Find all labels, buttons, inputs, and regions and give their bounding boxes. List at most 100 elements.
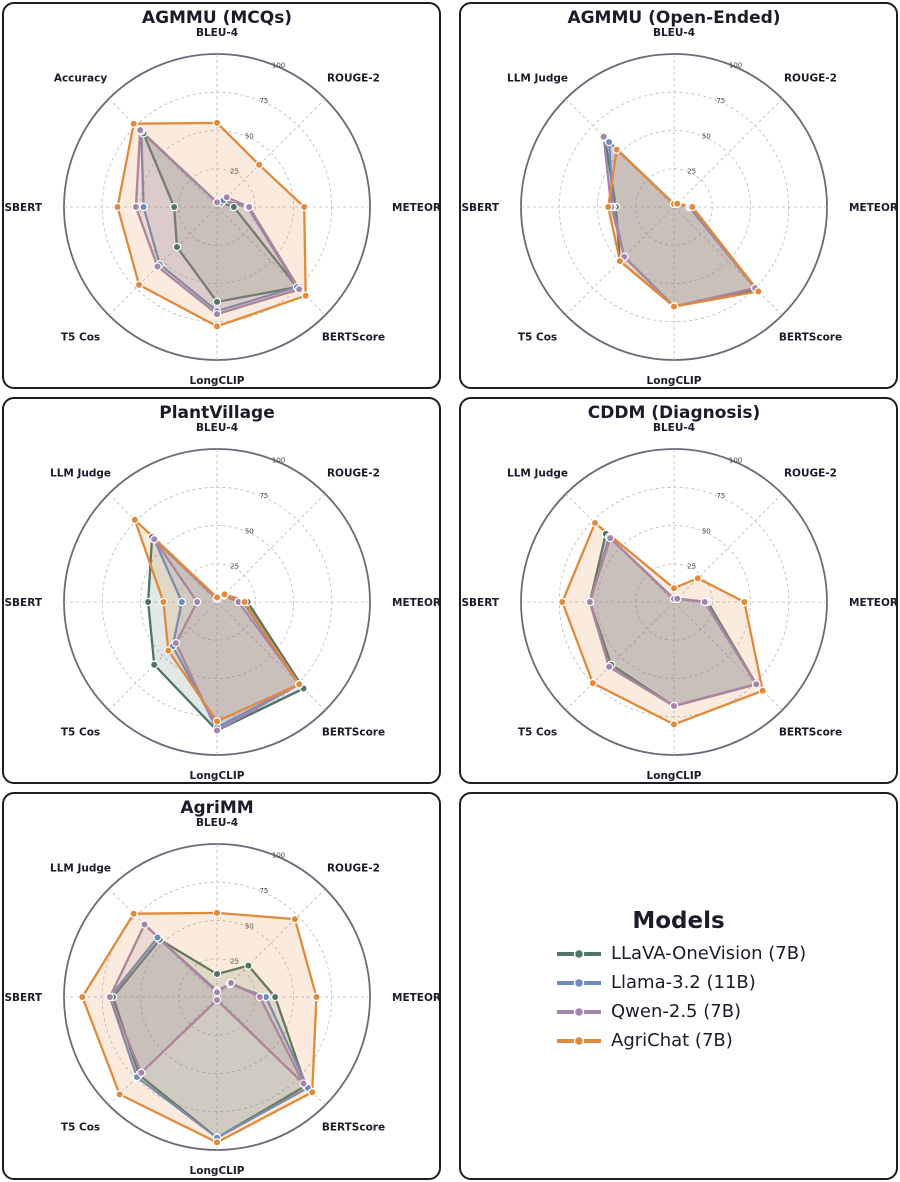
series-area-agrichat-7b — [81, 911, 318, 1144]
radar-chart: PlantVillage 25 50 75 100 BLEU-4 ROUGE-2 METEOR… — [4, 403, 439, 782]
data-point-qwen-2-5-7b — [752, 680, 761, 689]
legend-item-qwen: Qwen-2.5 (7B) — [553, 1000, 873, 1024]
axis-label-longclip: LongCLIP — [190, 770, 245, 782]
radar-panel-agmmu-open-ended: AGMMU (Open-Ended) 25 50 75 100 BLEU-4 ROUGE-2… — [459, 2, 898, 389]
axis-label-llm-judge: LLM Judge — [50, 468, 111, 480]
data-point-llama-3-2-11b — [153, 933, 162, 942]
chart-title: CDDM (Diagnosis) — [588, 403, 761, 423]
radar-spoke — [673, 206, 783, 316]
legend-panel: Models LLaVA-OneVision (7B) Llama-3.2 (1… — [459, 792, 898, 1180]
radial-tick-label: 100 — [272, 62, 285, 70]
series-area-agrichat-7b — [116, 121, 307, 328]
data-point-llava-onevision-7b — [229, 202, 239, 212]
data-point-qwen-2-5-7b — [585, 597, 595, 607]
radar-grid-ring — [597, 525, 751, 679]
data-point-agrichat-7b — [590, 518, 600, 528]
radar-chart: AgriMM 25 50 75 100 BLEU-4 ROUGE-2 METEOR BERTSc… — [4, 798, 439, 1177]
axis-label-bleu-4: BLEU-4 — [196, 422, 238, 434]
data-point-agrichat-7b — [300, 202, 309, 212]
data-point-llava-onevision-7b — [244, 961, 253, 970]
data-point-llama-3-2-11b — [177, 597, 187, 607]
data-point-qwen-2-5-7b — [171, 638, 181, 648]
data-point-agrichat-7b — [129, 909, 138, 918]
radial-tick-label: 50 — [702, 132, 711, 140]
data-point-qwen-2-5-7b — [212, 726, 222, 735]
radar-grid-ring — [140, 130, 294, 284]
axis-label-sbert: SBERT — [4, 202, 42, 214]
data-point-qwen-2-5-7b — [212, 309, 222, 319]
axis-label-t5-cos: T5 Cos — [518, 726, 557, 738]
radar-spoke — [108, 493, 218, 603]
radar-spoke — [216, 601, 326, 711]
radar-spoke — [673, 493, 783, 603]
axis-label-meteor: METEOR — [849, 597, 896, 609]
radar-grid-ring — [140, 920, 294, 1074]
data-point-agrichat-7b — [164, 646, 173, 655]
axis-label-t5-cos: T5 Cos — [61, 331, 100, 343]
radar-panel-cddm-diagnosis: CDDM (Diagnosis) 25 50 75 100 BLEU-4 ROUGE-2 ME… — [459, 397, 898, 784]
data-point-agrichat-7b — [558, 597, 567, 607]
data-point-qwen-2-5-7b — [212, 198, 222, 207]
axis-label-longclip: LongCLIP — [647, 375, 702, 387]
data-point-qwen-2-5-7b — [605, 533, 615, 543]
data-point-agrichat-7b — [290, 914, 300, 924]
axis-label-rouge-2: ROUGE-2 — [327, 863, 380, 875]
data-point-qwen-2-5-7b — [299, 1079, 308, 1088]
data-point-llava-onevision-7b — [169, 202, 179, 212]
legend-label-agrichat: AgriChat (7B) — [611, 1030, 733, 1051]
radar-spoke — [565, 601, 675, 711]
data-point-agrichat-7b — [673, 199, 682, 208]
data-point-agrichat-7b — [669, 720, 679, 729]
legend-swatch-qwen — [557, 1006, 601, 1018]
radar-chart: AGMMU (Open-Ended) 25 50 75 100 BLEU-4 ROUGE-2… — [461, 8, 896, 387]
data-point-agrichat-7b — [312, 992, 321, 1002]
radial-tick-label: 75 — [716, 97, 725, 105]
axis-label-rouge-2: ROUGE-2 — [327, 73, 380, 85]
axis-label-bleu-4: BLEU-4 — [653, 422, 695, 434]
axis-label-sbert: SBERT — [4, 597, 42, 609]
axis-label-llm-judge: LLM Judge — [50, 863, 111, 875]
radial-tick-label: 75 — [259, 887, 268, 895]
radar-spoke — [108, 996, 218, 1106]
data-point-agrichat-7b — [130, 515, 139, 524]
radial-tick-label: 50 — [245, 922, 254, 930]
radial-tick-label: 75 — [259, 492, 268, 500]
axis-label-longclip: LongCLIP — [190, 375, 245, 387]
legend-swatch-agrichat — [557, 1035, 601, 1047]
axis-label-bertscore: BERTScore — [779, 331, 842, 343]
data-point-qwen-2-5-7b — [212, 988, 222, 997]
data-point-agrichat-7b — [740, 597, 749, 607]
axis-label-t5-cos: T5 Cos — [61, 1121, 100, 1133]
legend-item-agrichat: AgriChat (7B) — [553, 1029, 873, 1053]
radial-tick-label: 75 — [259, 97, 268, 105]
data-point-agrichat-7b — [295, 680, 304, 689]
data-point-qwen-2-5-7b — [192, 597, 202, 607]
radial-tick-label: 25 — [230, 958, 239, 966]
data-point-llava-onevision-7b — [212, 969, 222, 979]
radial-tick-label: 25 — [230, 563, 239, 571]
data-point-agrichat-7b — [134, 280, 144, 290]
radar-chart: AGMMU (MCQs) 25 50 75 100 BLEU-4 ROUGE-2 METEOR… — [4, 8, 439, 387]
radar-spoke — [216, 493, 326, 603]
radar-spoke — [216, 98, 326, 208]
data-point-qwen-2-5-7b — [295, 285, 304, 294]
axis-label-longclip: LongCLIP — [647, 770, 702, 782]
data-point-agrichat-7b — [115, 1090, 124, 1099]
data-point-agrichat-7b — [240, 597, 249, 607]
axis-label-t5-cos: T5 Cos — [518, 331, 557, 343]
data-point-llava-onevision-7b — [143, 597, 153, 607]
data-point-agrichat-7b — [604, 202, 613, 212]
radar-chart: CDDM (Diagnosis) 25 50 75 100 BLEU-4 ROUGE-2 ME… — [461, 403, 896, 782]
data-point-agrichat-7b — [159, 597, 168, 607]
axis-label-rouge-2: ROUGE-2 — [327, 468, 380, 480]
data-point-qwen-2-5-7b — [150, 535, 159, 544]
axis-label-bertscore: BERTScore — [779, 726, 842, 738]
legend-item-llava: LLaVA-OneVision (7B) — [553, 942, 873, 966]
axis-label-llm-judge: LLM Judge — [507, 73, 568, 85]
axis-label-meteor: METEOR — [392, 202, 439, 214]
axis-label-meteor: METEOR — [392, 992, 439, 1004]
legend-item-llama: Llama-3.2 (11B) — [553, 971, 873, 995]
data-point-llama-3-2-11b — [139, 202, 148, 212]
data-point-agrichat-7b — [220, 590, 229, 599]
axis-label-meteor: METEOR — [392, 597, 439, 609]
